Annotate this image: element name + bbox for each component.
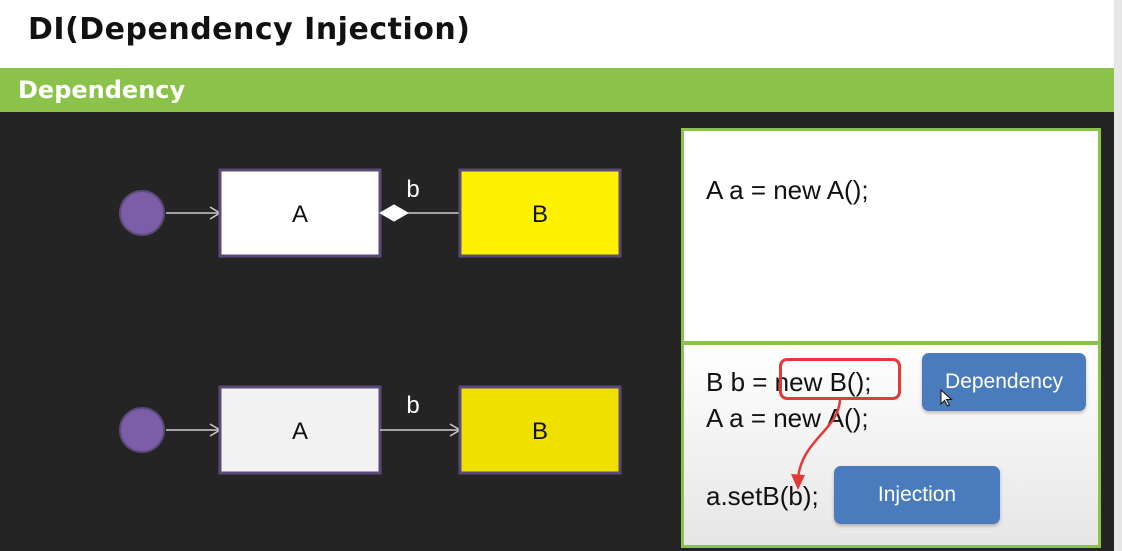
uml-diagrams: A b B A b B — [119, 168, 622, 475]
section-bar: Dependency — [0, 68, 1122, 112]
diagram-bottom: A b B — [119, 385, 622, 475]
mouse-pointer-icon — [940, 389, 953, 407]
class-label-a-bottom: A — [292, 418, 308, 445]
class-label-b-top: B — [532, 201, 548, 228]
code-line: a.setB(b); — [706, 481, 819, 511]
code-panel-top: A a = new A(); — [681, 128, 1101, 344]
dependency-callout: Dependency — [922, 353, 1086, 411]
start-node-top — [119, 190, 165, 236]
diagram-top: A b B — [119, 168, 622, 258]
assoc-label-bottom: b — [406, 392, 419, 419]
class-box-a-top — [218, 168, 382, 258]
class-box-b-top — [458, 168, 622, 258]
composition-diamond — [378, 204, 410, 222]
slide-title: DI(Dependency Injection) — [28, 12, 471, 47]
new-b-highlight-box — [779, 358, 901, 400]
class-label-a-top: A — [292, 201, 308, 228]
section-label: Dependency — [18, 76, 186, 104]
injection-callout: Injection — [834, 466, 1000, 524]
class-label-b-bottom: B — [532, 418, 548, 445]
code-line: B b = new B(); — [706, 367, 872, 397]
class-box-b-bottom — [458, 385, 622, 475]
title-bar: DI(Dependency Injection) — [0, 0, 1122, 68]
code-line: A a = new A(); — [706, 175, 869, 205]
window-edge — [1114, 0, 1122, 551]
start-node-bottom — [119, 407, 165, 453]
assoc-label-top: b — [406, 176, 419, 203]
code-line: A a = new A(); — [706, 403, 869, 433]
